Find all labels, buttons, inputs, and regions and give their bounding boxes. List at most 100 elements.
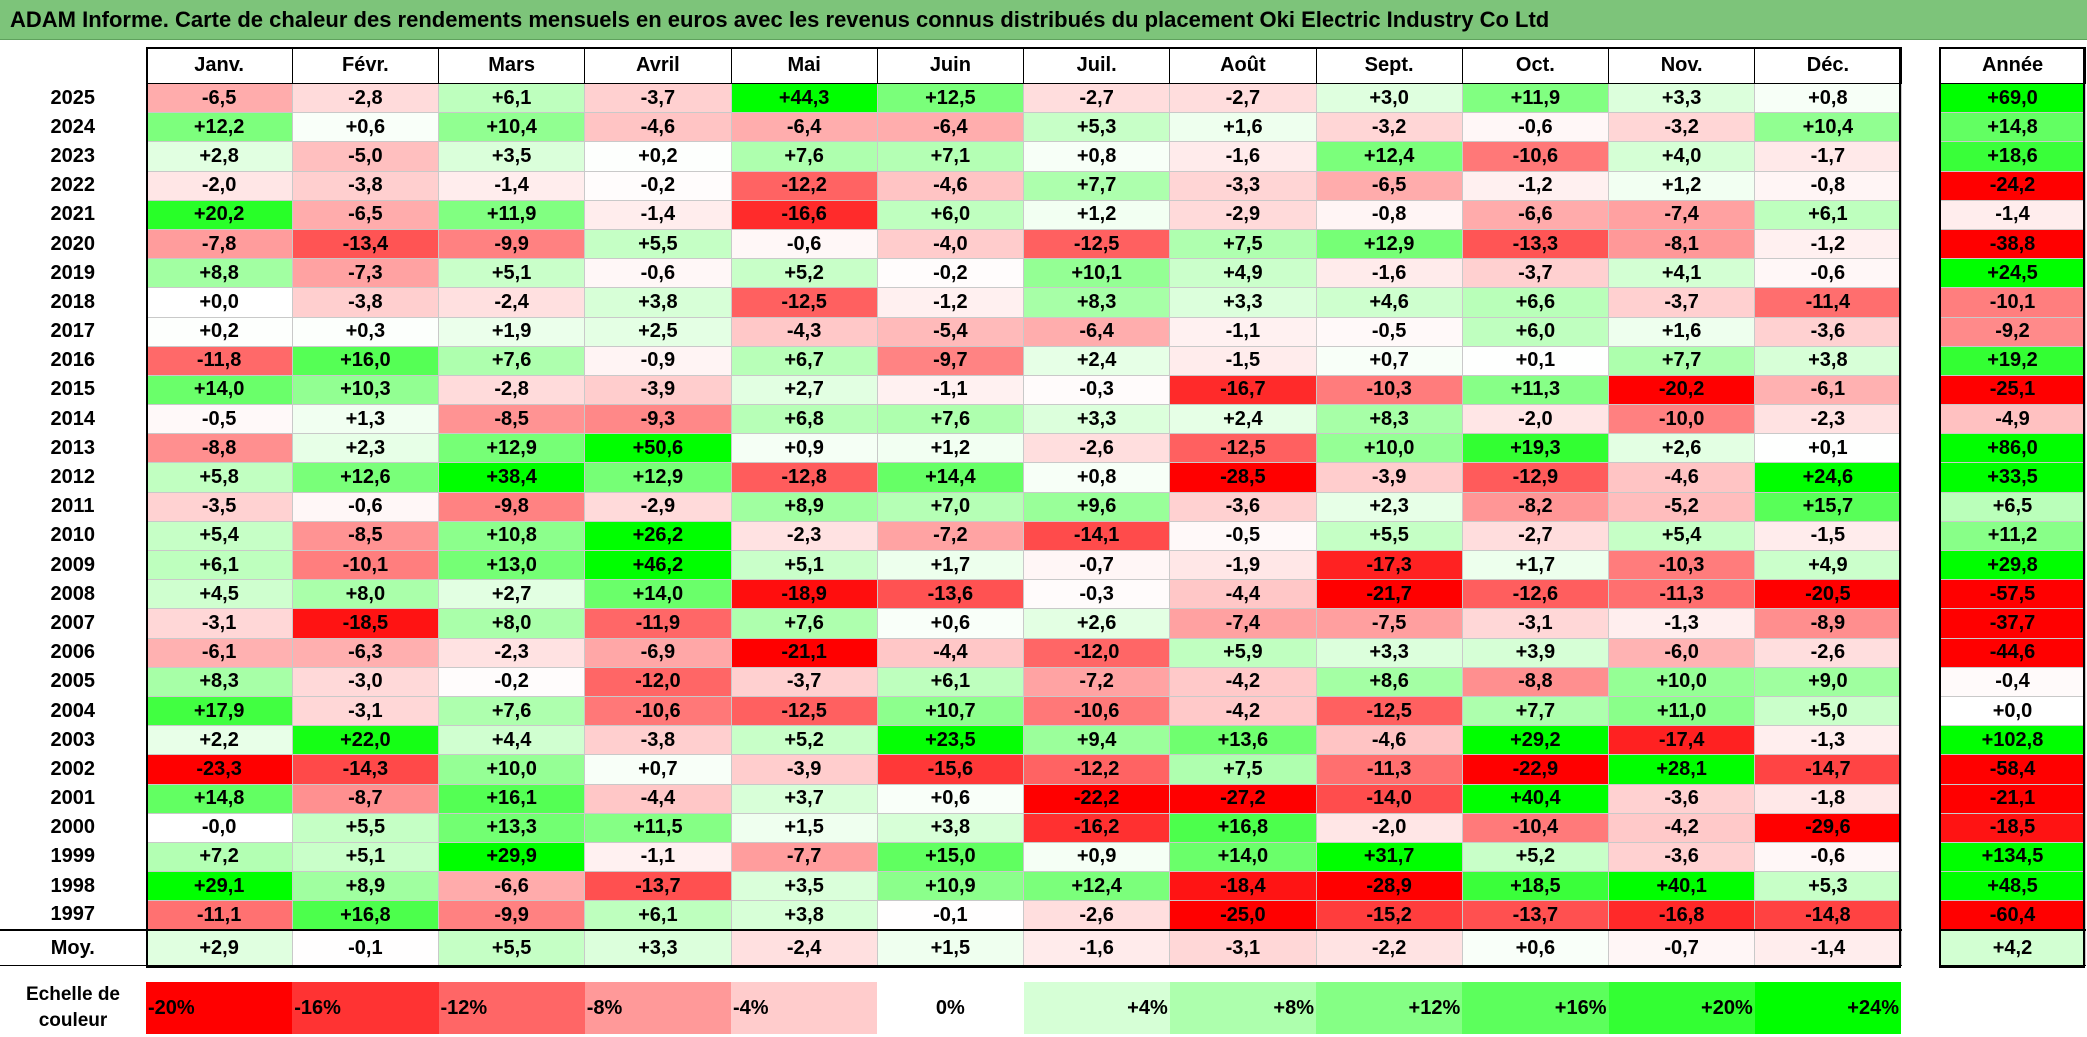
heatmap-cell: -1,1 [1169, 316, 1317, 347]
heatmap-cell: +3,3 [1022, 404, 1171, 435]
heatmap-cell: -0,2 [876, 258, 1025, 289]
heatmap-cell: -0,6 [1754, 841, 1902, 873]
average-cell: +1,5 [876, 928, 1025, 967]
annual-cell: +6,5 [1939, 491, 2086, 522]
table-row: -9,2 [1939, 316, 2086, 347]
heatmap-cell: +0,8 [1022, 141, 1171, 172]
year-label: 2019 [0, 258, 147, 288]
heatmap-cell: +8,3 [1022, 287, 1171, 318]
average-cell: -0,1 [291, 928, 440, 967]
heatmap-cell: +8,9 [730, 491, 878, 522]
year-label: 2017 [0, 317, 147, 347]
heatmap-cell: +5,4 [145, 520, 293, 552]
heatmap-cell: -10,1 [291, 549, 440, 581]
heatmap-cell: -3,6 [1754, 316, 1902, 347]
table-row: +86,0 [1939, 433, 2086, 464]
heatmap-cell: +11,3 [1461, 374, 1610, 406]
heatmap-cell: -7,3 [291, 258, 440, 289]
table-row: +6,5 [1939, 491, 2086, 522]
heatmap-cell: -3,3 [1169, 170, 1317, 201]
heatmap-cell: -6,6 [1461, 199, 1610, 230]
heatmap-cell: +8,3 [1315, 404, 1463, 435]
heatmap-cell: -21,7 [1315, 579, 1463, 610]
heatmap-cell: -0,8 [1315, 199, 1463, 230]
heatmap-cell: +6,7 [730, 345, 878, 376]
table-row: +29,8 [1939, 549, 2086, 581]
heatmap-cell: -11,9 [584, 608, 732, 639]
heatmap-cell: +10,0 [1315, 433, 1463, 464]
heatmap-cell: -2,3 [1754, 404, 1902, 435]
heatmap-cell: +9,0 [1754, 666, 1902, 697]
table-row: 1997 -11,1 +16,8 -9,9 +6,1 +3,8 -0,1 -2,6 -25,0-… [0, 900, 1902, 931]
heatmap-cell: -3,1 [291, 695, 440, 727]
heatmap-cell: +10,4 [437, 112, 586, 143]
heatmap-cell: -3,2 [1607, 112, 1756, 143]
heatmap-cell: -4,2 [1169, 666, 1317, 697]
annual-cell: +48,5 [1939, 871, 2086, 902]
heatmap-cell: +2,4 [1022, 345, 1171, 376]
heatmap-cell: +16,1 [437, 783, 586, 814]
year-label: 1998 [0, 871, 147, 901]
heatmap-cell: +5,9 [1169, 637, 1317, 668]
table-row: 1999 +7,2 +5,1 +29,9 -1,1 -7,7 +15,0 +0,9 +14,0 +… [0, 841, 1902, 873]
heatmap-cell: +3,8 [584, 287, 732, 318]
heatmap-cell: -6,3 [291, 637, 440, 668]
table-row: -0,4 [1939, 666, 2086, 697]
year-label: 2024 [0, 112, 147, 142]
heatmap-cell: -0,9 [584, 345, 732, 376]
heatmap-cell: +11,9 [1461, 82, 1610, 114]
heatmap-cell: +3,7 [730, 783, 878, 814]
heatmap-cell: -10,3 [1315, 374, 1463, 406]
annual-cell: +69,0 [1939, 82, 2086, 114]
year-label: 2020 [0, 229, 147, 259]
month-header: Févr. [291, 47, 440, 84]
table-row: 2022 -2,0 -3,8 -1,4 -0,2 -12,2 -4,6 +7,7 -3,3 -6,… [0, 170, 1902, 201]
heatmap-cell: -13,7 [584, 871, 732, 902]
color-scale-label: Echelle de couleur [26, 984, 120, 1031]
heatmap-cell: +31,7 [1315, 841, 1463, 873]
annual-cell: +18,6 [1939, 141, 2086, 172]
heatmap-cell: +11,9 [437, 199, 586, 230]
table-row: +18,6 [1939, 141, 2086, 172]
year-label: 2018 [0, 287, 147, 317]
heatmap-cell: -12,5 [730, 695, 878, 727]
heatmap-cell: -1,8 [1754, 783, 1902, 814]
table-row: 2009 +6,1 -10,1 +13,0 +46,2 +5,1 +1,7 -0,7 -1,9-… [0, 549, 1902, 581]
heatmap-cell: -2,4 [437, 287, 586, 318]
heatmap-cell: +7,7 [1022, 170, 1171, 201]
heatmap-cell: +5,2 [1461, 841, 1610, 873]
heatmap-cell: -16,6 [730, 199, 878, 230]
table-row: 2003 +2,2 +22,0 +4,4 -3,8 +5,2 +23,5 +9,4 +13,6-… [0, 725, 1902, 756]
year-label: 2008 [0, 579, 147, 609]
color-scale-swatch: -4% [731, 982, 878, 1034]
heatmap-cell: +44,3 [730, 82, 878, 114]
year-label: 2005 [0, 667, 147, 697]
heatmap-cell: +14,8 [145, 783, 293, 814]
annual-cell: -24,2 [1939, 170, 2086, 201]
heatmap-cell: +7,6 [437, 695, 586, 727]
table-row: -37,7 [1939, 608, 2086, 639]
heatmap-cell: +1,6 [1169, 112, 1317, 143]
table-row: -10,1 [1939, 287, 2086, 318]
heatmap-cell: -18,9 [730, 579, 878, 610]
heatmap-cell: -13,3 [1461, 228, 1610, 260]
color-scale-swatch: +12% [1316, 982, 1463, 1034]
heatmap-cell: -12,2 [730, 170, 878, 201]
table-row: 2000 -0,0 +5,5 +13,3 +11,5 +1,5 +3,8 -16,2 +16,8… [0, 812, 1902, 843]
heatmap-cell: -22,9 [1461, 754, 1610, 785]
heatmap-cell: +6,8 [730, 404, 878, 435]
table-row: +134,5 [1939, 841, 2086, 873]
heatmap-cell: -5,4 [876, 316, 1025, 347]
annual-cell: +29,8 [1939, 549, 2086, 581]
year-label: 2022 [0, 171, 147, 201]
color-scale-swatch: 0% [877, 982, 1024, 1034]
table-row: 2008 +4,5 +8,0 +2,7 +14,0 -18,9 -13,6 -0,3 -4,4-… [0, 579, 1902, 610]
heatmap-cell: +10,0 [1607, 666, 1756, 697]
heatmap-cell: -8,1 [1607, 228, 1756, 260]
heatmap-cell: -11,3 [1607, 579, 1756, 610]
heatmap-cell: -3,7 [584, 82, 732, 114]
heatmap-cell: -10,0 [1607, 404, 1756, 435]
heatmap-cell: -3,5 [145, 491, 293, 522]
heatmap-cell: +10,7 [876, 695, 1025, 727]
heatmap-cell: -8,8 [1461, 666, 1610, 697]
